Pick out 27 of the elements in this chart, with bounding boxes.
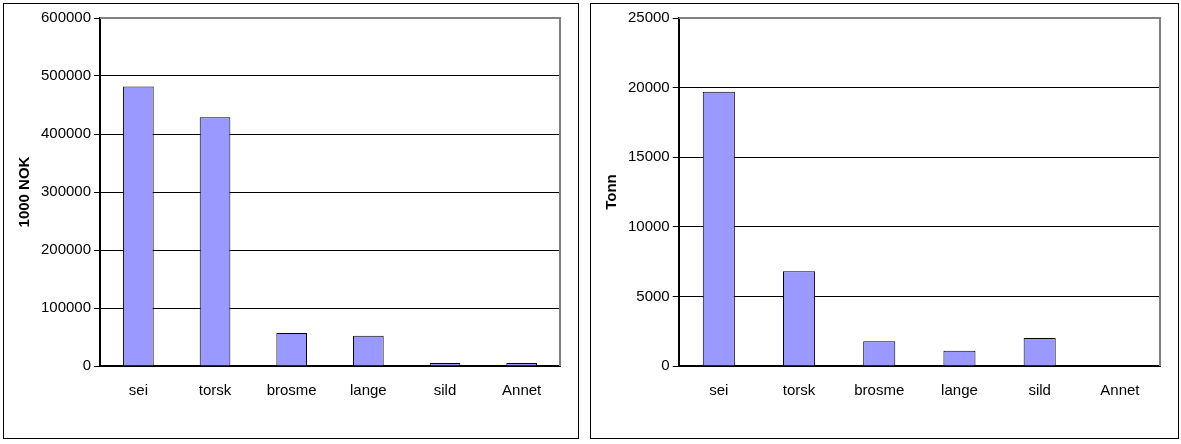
x-tick-label: brosme [266, 381, 317, 399]
y-tick-label: 0 [82, 356, 92, 374]
y-tick-label: 0 [661, 356, 670, 374]
x-tick-label: sild [433, 381, 457, 399]
y-tick-label: 15000 [627, 147, 670, 165]
x-tick-label: Annet [502, 381, 543, 399]
y-tick-label: 500000 [40, 66, 92, 84]
x-tick-label: lange [941, 381, 978, 399]
y-tick-label: 200000 [40, 240, 92, 258]
y-axis-title: Tonn [602, 174, 620, 210]
x-tick-label: torsk [782, 381, 816, 399]
x-tick-label: lange [350, 381, 387, 399]
x-tick-label: torsk [198, 381, 232, 399]
y-tick-label: 600000 [40, 8, 92, 26]
y-tick-label: 25000 [627, 8, 670, 26]
x-tick-label: sei [709, 381, 729, 399]
x-tick-label: Annet [1100, 381, 1141, 399]
y-tick-label: 20000 [627, 77, 670, 95]
y-tick-label: 400000 [40, 124, 92, 142]
y-tick-label: 300000 [40, 182, 92, 200]
x-tick-label: brosme [854, 381, 905, 399]
y-axis-title: 1000 NOK [15, 156, 33, 228]
y-tick-label: 10000 [627, 216, 670, 234]
y-tick-label: 5000 [636, 286, 670, 304]
y-tick-label: 100000 [40, 298, 92, 316]
x-tick-label: sei [128, 381, 148, 399]
x-tick-label: sild [1028, 381, 1051, 399]
